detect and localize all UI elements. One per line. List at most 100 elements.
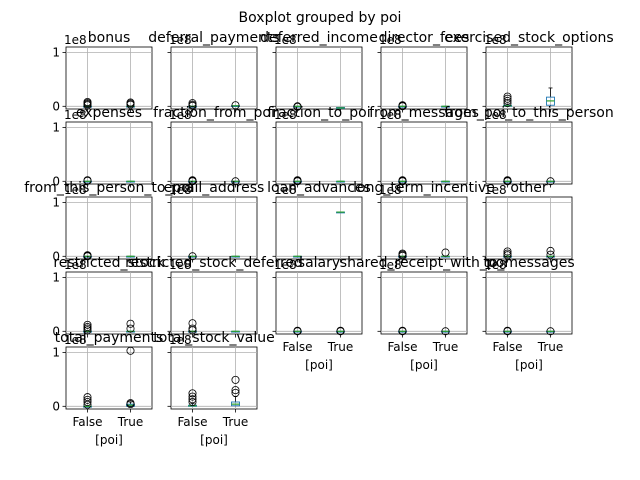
y-offset-label: 1e8 — [64, 258, 87, 272]
y-tick-label: 1 — [52, 120, 60, 134]
y-offset-label: 1e8 — [379, 33, 402, 47]
subplot-bonus: 0 1 1e8 bonus — [52, 30, 153, 113]
subplot-title: deferred_income — [260, 30, 378, 46]
outlier-point — [83, 393, 92, 402]
x-axis-label: [poi] — [515, 358, 543, 372]
outlier-point — [503, 92, 512, 101]
y-offset-label: 1e8 — [484, 108, 507, 122]
axes-frame — [275, 271, 363, 335]
x-tick-label: False — [72, 415, 102, 429]
outlier-point — [293, 102, 302, 111]
y-offset-label: 1e8 — [169, 108, 192, 122]
outlier-point — [503, 96, 512, 105]
axes-frame — [485, 46, 573, 110]
outlier-point — [336, 326, 345, 335]
subplot-title: other — [510, 180, 548, 196]
outlier-point — [126, 319, 135, 328]
outlier-point — [503, 249, 512, 258]
y-offset-label: 1e8 — [484, 258, 507, 272]
outlier-point — [398, 326, 407, 335]
subplot-title: total_stock_value — [153, 330, 274, 346]
y-offset-label: 1e8 — [379, 258, 402, 272]
outlier-point — [293, 176, 302, 185]
y-tick-label: 0 — [52, 99, 60, 113]
axes-frame — [65, 196, 153, 260]
outlier-point — [83, 176, 92, 185]
y-offset-label: 1e8 — [169, 183, 192, 197]
x-axis-label: [poi] — [410, 358, 438, 372]
subplot-title: fraction_from_poi — [153, 105, 275, 121]
subplot-total-payments: 0 1 1e8 False True [poi] total_payments — [52, 330, 163, 447]
subplot-title: salary — [298, 255, 340, 271]
subplot-shared-receipt-with-poi: 1e8 False True [poi] shared_receipt_with_poi — [340, 255, 508, 372]
outlier-point — [188, 176, 197, 185]
axes-frame — [170, 196, 258, 260]
outlier-point — [188, 319, 197, 328]
subplot-title: bonus — [88, 30, 131, 46]
subplot-title: from_this_person_to_poi — [24, 180, 194, 196]
axes-frame — [65, 46, 153, 110]
outlier-point — [546, 327, 555, 336]
outlier-point — [188, 395, 197, 404]
y-tick-label: 1 — [52, 345, 60, 359]
axes-frame — [170, 346, 258, 410]
subplot-title: to_messages — [483, 255, 574, 271]
outlier-point — [83, 97, 92, 106]
y-offset-label: 1e8 — [64, 183, 87, 197]
subplot-title: from_poi_to_this_person — [444, 105, 614, 121]
axes-frame — [485, 121, 573, 185]
subplot-title: long_term_incentive — [353, 180, 495, 196]
outlier-point — [188, 99, 197, 108]
axes-frame — [65, 346, 153, 410]
outlier-point — [126, 399, 135, 408]
y-offset-label: 1e8 — [169, 33, 192, 47]
axes-frame — [170, 271, 258, 335]
subplot-title: restricted_stock — [53, 255, 165, 271]
outlier-point — [188, 252, 197, 261]
y-offset-label: 1e8 — [379, 183, 402, 197]
axes-frame — [65, 271, 153, 335]
outlier-point — [126, 98, 135, 107]
outlier-point — [83, 251, 92, 260]
y-offset-label: 1e8 — [64, 33, 87, 47]
axes-frame — [380, 271, 468, 335]
subplot-total-stock-value: 1e8 False True [poi] total_stock_value — [153, 330, 274, 447]
y-offset-label: 1e8 — [169, 258, 192, 272]
x-tick-label: True — [327, 340, 354, 354]
subplot-title: fraction_to_poi — [267, 105, 370, 121]
x-tick-label: False — [492, 340, 522, 354]
subplot-title: exercised_stock_options — [444, 30, 613, 46]
axes-frame — [380, 196, 468, 260]
x-tick-label: False — [387, 340, 417, 354]
subplot-title: total_payments — [55, 330, 164, 346]
outlier-point — [188, 324, 197, 333]
y-offset-label: 1e8 — [274, 258, 297, 272]
y-offset-label: 1e8 — [274, 183, 297, 197]
outlier-point — [503, 247, 512, 256]
outlier-point — [231, 386, 240, 395]
x-tick-label: True — [537, 340, 564, 354]
outlier-point — [503, 326, 512, 335]
axes-frame — [65, 121, 153, 185]
axes-frame — [380, 121, 468, 185]
outlier-point — [546, 246, 555, 255]
axes-frame — [485, 196, 573, 260]
subplot-title: shared_receipt_with_poi — [340, 255, 508, 271]
y-offset-label: 1e8 — [379, 108, 402, 122]
outlier-point — [503, 176, 512, 185]
outlier-point — [188, 389, 197, 398]
x-tick-label: True — [117, 415, 144, 429]
outlier-point — [441, 327, 450, 336]
